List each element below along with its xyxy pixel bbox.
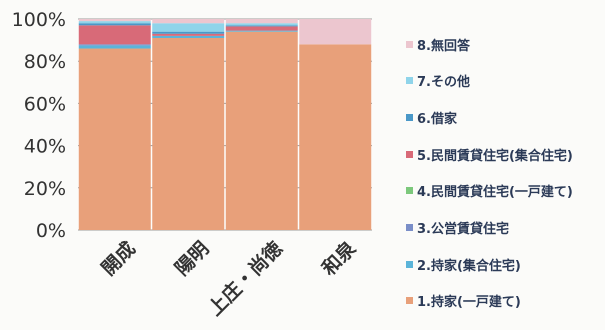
bar-segment-5 [152,33,225,36]
bar-segment-8 [299,19,372,45]
bar-segment-5 [225,26,298,31]
x-tick-label: 陽明 [171,238,213,280]
legend-item: 1.持家(一戸建て) [406,292,602,310]
bar-segment-2 [225,30,298,32]
legend-item: 4.民間賃貸住宅(一戸建て) [406,182,602,200]
x-tick-group: 和泉 [317,236,361,280]
bar-segment-8 [152,19,225,24]
legend-label: 7.その他 [417,75,470,91]
y-tick-label: 40% [24,136,66,158]
legend-item: 2.持家(集合住宅) [406,255,602,274]
x-tick-group: 陽明 [171,238,213,280]
legend-label: 2.持家(集合住宅) [417,258,521,274]
y-tick-label: 20% [24,178,66,200]
legend-item: 6.借家 [406,108,602,127]
legend-item: 8.無回答 [406,35,602,54]
y-tick-label: 80% [24,51,66,73]
legend-swatch [406,260,413,268]
x-tick-label: 和泉 [317,236,361,280]
bar-segment-5 [78,25,151,45]
legend-label: 8.無回答 [417,38,470,54]
x-tick-label: 開成 [97,237,140,280]
legend-item: 3.公営賃貸住宅 [406,218,602,237]
legend: 8.無回答 7.その他 6.借家 5.民間賃貸住宅(集合住宅) 4.民間賃貸住宅(一戸建… [406,35,602,329]
legend-label: 4.民間賃貸住宅(一戸建て) [417,185,573,201]
y-tick-label: 100% [12,9,66,31]
bar-segment-3 [78,44,151,46]
bar-segment-8 [225,19,298,24]
legend-item: 7.その他 [406,72,602,90]
bar-segment-1 [152,37,225,230]
bar-segment-8 [78,19,151,22]
x-tick-group: 開成 [97,237,140,280]
legend-swatch [406,223,413,231]
legend-item: 5.民間賃貸住宅(集合住宅) [406,145,602,164]
bar-segment-6 [225,25,298,27]
legend-swatch [406,77,413,85]
bar-segment-2 [78,45,151,49]
bar-segment-6 [78,23,151,26]
legend-label: 3.公営賃貸住宅 [417,221,509,237]
y-tick-label: 0% [36,220,66,242]
legend-swatch [406,113,413,121]
legend-swatch [406,297,413,305]
legend-label: 6.借家 [417,111,457,127]
legend-swatch [406,40,413,48]
y-tick-label: 60% [24,93,66,115]
bar-segment-6 [152,31,225,34]
x-tick-group: 上庄・尚徳 [203,237,286,320]
bar-segment-7 [78,21,151,24]
bar-segment-1 [78,48,151,230]
x-tick-label: 上庄・尚徳 [203,237,286,320]
bar-segment-7 [225,23,298,26]
bar-segment-1 [225,31,298,230]
legend-label: 1.持家(一戸建て) [417,295,521,311]
bar-segment-7 [152,23,225,32]
bar-segment-1 [299,44,372,230]
bar-segment-2 [152,35,225,38]
legend-swatch [406,187,413,195]
legend-label: 5.民間賃貸住宅(集合住宅) [417,148,573,164]
legend-swatch [406,150,413,158]
